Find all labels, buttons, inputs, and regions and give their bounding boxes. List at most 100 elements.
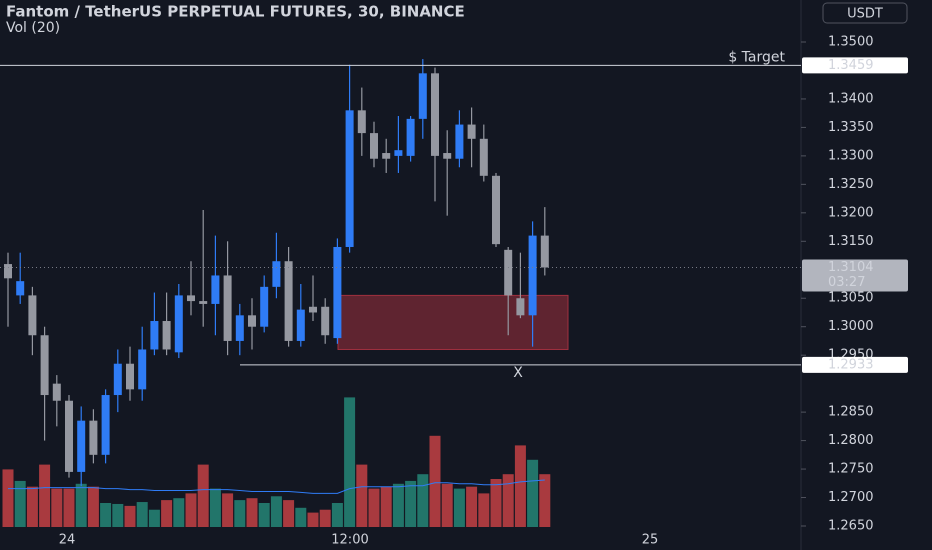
y-tick-label: 1.3300 — [828, 148, 874, 163]
y-tick-label: 1.3500 — [828, 35, 874, 50]
volume-bar — [331, 503, 343, 527]
volume-bar — [453, 488, 465, 527]
volume-bar — [136, 502, 148, 527]
volume-label: Vol (20) — [6, 20, 60, 36]
volume-bar — [307, 512, 319, 527]
candle-body — [370, 133, 378, 159]
candle-body — [272, 261, 281, 287]
candle-body — [65, 400, 73, 472]
target-price: 1.3459 — [828, 58, 874, 73]
candle-body — [260, 286, 269, 327]
y-tick-label: 1.2800 — [828, 433, 874, 448]
y-tick-label: 1.3000 — [828, 319, 874, 334]
volume-bar — [514, 445, 526, 527]
volume-bar — [197, 464, 209, 527]
volume-bar — [26, 486, 38, 527]
volume-bar — [270, 496, 282, 527]
candle-body — [333, 246, 342, 339]
candle-body — [284, 261, 293, 341]
candle-body — [418, 73, 427, 119]
y-tick-label: 1.2750 — [828, 462, 874, 477]
x-tick-label: 24 — [59, 533, 76, 548]
candle-body — [77, 420, 86, 472]
volume-bar — [87, 486, 99, 527]
target-label: $ Target — [728, 49, 785, 65]
candle-body — [431, 73, 439, 156]
x-tick-label: 25 — [642, 533, 659, 548]
volume-bar — [148, 509, 160, 527]
volume-bar — [51, 488, 63, 527]
candle-body — [492, 175, 500, 245]
volume-bar — [319, 509, 331, 527]
candle-body — [443, 153, 452, 159]
volume-bar — [100, 503, 112, 527]
candle-body — [138, 349, 147, 390]
candle-body — [187, 295, 195, 302]
candle-body — [113, 363, 122, 396]
candle-body — [528, 235, 537, 316]
volume-bar — [466, 486, 478, 527]
candle-body — [150, 321, 159, 350]
volume-bar — [63, 488, 75, 527]
candle-body — [199, 301, 208, 304]
candle-body — [235, 315, 244, 341]
candle-body — [394, 150, 403, 156]
candle-body — [89, 420, 98, 455]
candle-body — [248, 315, 256, 327]
currency-button[interactable] — [822, 2, 908, 24]
currency-label[interactable]: USDT — [847, 7, 883, 22]
countdown: 03:27 — [828, 275, 865, 290]
volume-bar — [14, 480, 26, 527]
candle-body — [126, 363, 134, 390]
volume-bar — [209, 488, 221, 527]
candle-body — [309, 306, 317, 313]
y-tick-label: 1.3250 — [828, 177, 874, 192]
volume-bar — [185, 493, 197, 527]
stop-price-box — [802, 356, 908, 373]
volume-bar — [490, 479, 502, 527]
y-tick-label: 1.3150 — [828, 234, 874, 249]
current-price: 1.3104 — [828, 260, 874, 275]
volume-bar — [173, 498, 185, 527]
volume-bar — [246, 498, 258, 527]
candle-body — [504, 249, 513, 296]
candle-body — [321, 306, 330, 336]
candle-body — [101, 395, 110, 455]
volume-bar — [368, 488, 380, 527]
y-tick-label: 1.2700 — [828, 490, 874, 505]
volume-bar — [344, 397, 356, 527]
volume-bar — [527, 459, 539, 527]
volume-bar — [283, 500, 295, 527]
candle-body — [479, 138, 488, 176]
volume-ma — [8, 479, 545, 494]
y-tick-label: 1.3400 — [828, 91, 874, 106]
candle-body — [296, 309, 305, 341]
volume-bar — [2, 469, 14, 527]
volume-bar — [234, 500, 246, 527]
candle-body — [28, 295, 37, 336]
y-tick-label: 1.3350 — [828, 120, 874, 135]
volume-bar — [258, 503, 270, 527]
candle-body — [455, 124, 464, 159]
volume-bar — [539, 474, 551, 527]
volume-bar — [441, 483, 453, 527]
candle-body — [406, 118, 415, 156]
x-tick-label: 12:00 — [331, 533, 368, 548]
candle-body — [467, 124, 476, 139]
volume-bar — [124, 505, 136, 527]
candle-body — [211, 275, 220, 304]
volume-bar — [222, 493, 234, 527]
volume-bar — [392, 483, 404, 527]
volume-bar — [295, 507, 307, 527]
volume-bar — [112, 503, 124, 527]
stop-price: 1.2933 — [828, 357, 874, 372]
candle-body — [4, 264, 12, 279]
candle-body — [357, 110, 366, 134]
volume-bar — [39, 464, 51, 527]
candle-body — [516, 298, 525, 316]
volume-bar — [75, 483, 87, 527]
volume-bar — [161, 500, 173, 527]
current-price-box — [802, 259, 908, 292]
